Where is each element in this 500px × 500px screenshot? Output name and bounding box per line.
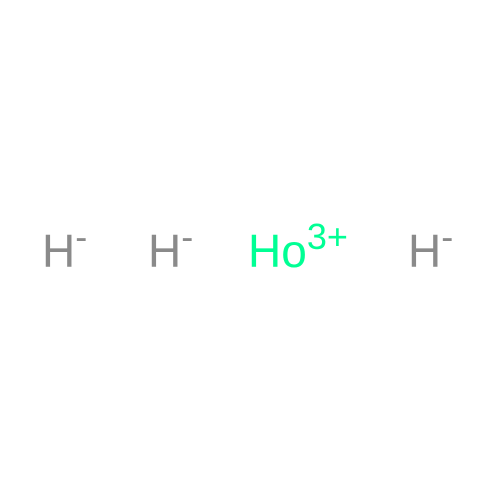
atom-hydride-2: H-: [148, 224, 193, 278]
atom-symbol: H: [42, 224, 75, 278]
atom-hydride-3: H-: [408, 224, 453, 278]
atom-holmium: Ho3+: [248, 224, 348, 278]
atom-symbol: H: [148, 224, 181, 278]
atom-charge: -: [75, 216, 87, 258]
atom-charge: 3+: [307, 216, 348, 258]
atom-charge: -: [181, 216, 193, 258]
atom-symbol: Ho: [248, 224, 307, 278]
atom-hydride-1: H-: [42, 224, 87, 278]
atom-symbol: H: [408, 224, 441, 278]
chemical-diagram: H- H- Ho3+ H-: [0, 0, 500, 500]
atom-charge: -: [441, 216, 453, 258]
